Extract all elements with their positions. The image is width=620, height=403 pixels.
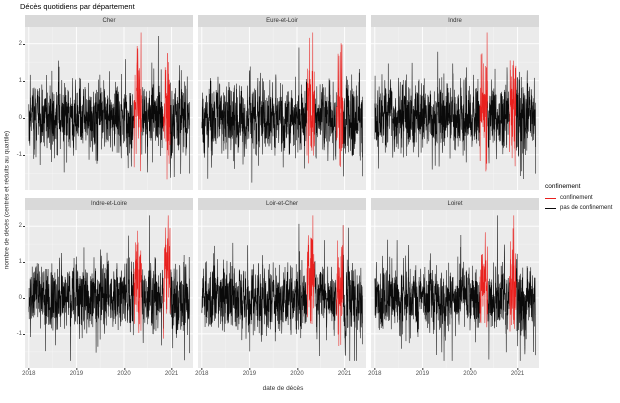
x-tick-label: 2020	[117, 368, 131, 377]
legend-title: confinement	[545, 183, 581, 190]
x-tick-label: 2018	[368, 368, 382, 377]
facet-panel-indre-et-loire	[25, 210, 193, 368]
black-line-key-icon	[545, 207, 556, 209]
y-tick-label: 0	[6, 295, 25, 301]
x-tick-label: 2020	[463, 368, 477, 377]
red-line-key-icon	[545, 197, 556, 199]
legend-item-pas-de-confinement: pas de confinement	[545, 205, 612, 211]
x-tick-label: 2019	[69, 368, 84, 377]
facet-panel-indre	[371, 27, 539, 190]
x-axis-title: date de décès	[262, 385, 304, 392]
x-tick-label: 2020	[290, 368, 304, 377]
facet-strip-label: Indre-et-Loire	[90, 201, 128, 207]
facet-strip-loiret: Loiret	[371, 198, 539, 210]
legend-label: confinement	[560, 195, 593, 201]
legend-label: pas de confinement	[560, 205, 613, 211]
y-tick-label: 2	[6, 223, 25, 229]
x-tick-label: 2019	[242, 368, 257, 377]
x-tick-label: 2019	[415, 368, 430, 377]
x-tick-label: 2021	[164, 368, 179, 377]
facet-strip-label: Loir-et-Cher	[265, 201, 298, 207]
facet-strip-indre: Indre	[371, 15, 539, 27]
facet-strip-label: Eure-et-Loir	[266, 18, 298, 24]
y-tick-label: 1	[6, 259, 25, 265]
x-tick-label: 2021	[510, 368, 525, 377]
y-tick-label: -1	[6, 152, 25, 158]
facet-strip-eure-et-loir: Eure-et-Loir	[198, 15, 366, 27]
facet-strip-label: Cher	[102, 18, 116, 24]
y-tick-label: -1	[6, 331, 25, 337]
facet-panel-eure-et-loir	[198, 27, 366, 190]
facet-strip-label: Loiret	[447, 201, 463, 207]
facet-panel-cher	[25, 27, 193, 190]
legend: confinement confinement pas de confineme…	[545, 183, 612, 215]
facet-strip-indre-et-loire: Indre-et-Loire	[25, 198, 193, 210]
facet-strip-cher: Cher	[25, 15, 193, 27]
x-tick-label: 2018	[195, 368, 209, 377]
legend-item-confinement: confinement	[545, 195, 612, 201]
y-tick-label: 2	[6, 41, 25, 47]
x-tick-label: 2021	[337, 368, 352, 377]
facet-strip-loir-et-cher: Loir-et-Cher	[198, 198, 366, 210]
facet-panel-loir-et-cher	[198, 210, 366, 368]
y-tick-label: 1	[6, 78, 25, 84]
chart-title: Décès quotidiens par département	[20, 2, 135, 11]
y-tick-label: 0	[6, 115, 25, 121]
facet-strip-label: Indre	[448, 18, 462, 24]
x-tick-label: 2018	[22, 368, 36, 377]
facet-panel-loiret	[371, 210, 539, 368]
